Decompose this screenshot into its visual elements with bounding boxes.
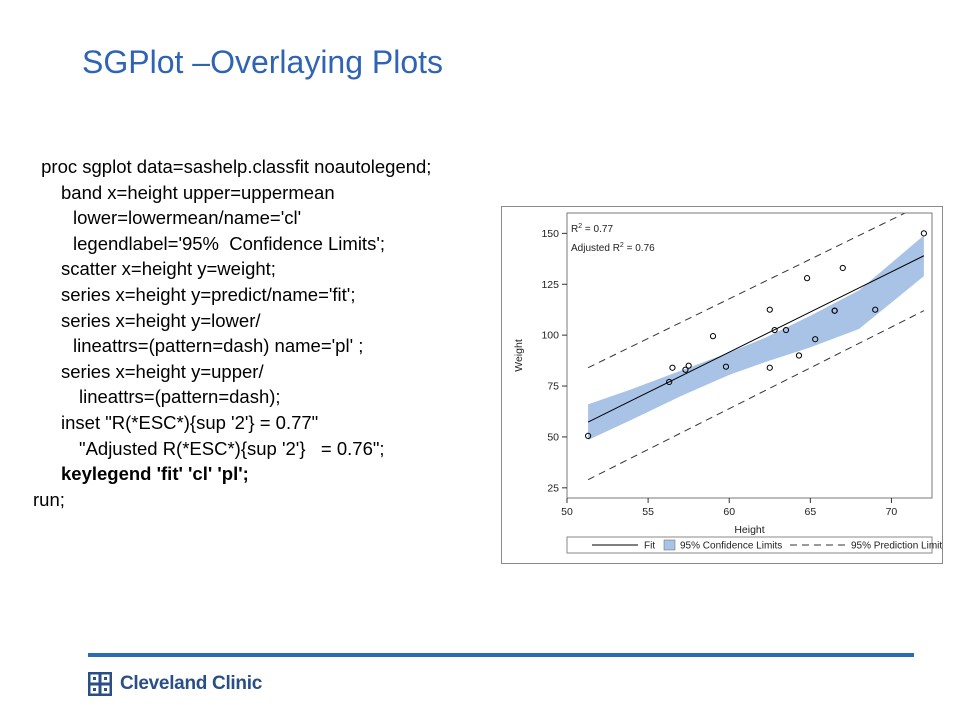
data-point bbox=[766, 306, 773, 313]
data-point bbox=[795, 352, 803, 359]
data-point bbox=[766, 364, 773, 371]
legend-cl-swatch bbox=[663, 539, 676, 551]
code-line: inset "R(*ESC*){sup '2'} = 0.77" bbox=[61, 412, 319, 433]
code-line: proc sgplot data=sashelp.classfit noauto… bbox=[36, 156, 432, 177]
inset-r2: R2 = 0.77 bbox=[571, 223, 613, 235]
y-axis-label: Weight bbox=[513, 339, 525, 372]
code-line: series x=height y=predict/name='fit'; bbox=[61, 284, 356, 305]
data-point bbox=[666, 378, 673, 386]
x-tick-label: 70 bbox=[886, 506, 898, 518]
code-line: run; bbox=[33, 488, 65, 510]
plot-panel: 50 55 60 65 70 25 50 75 100 125 150 Height Weight R2 … bbox=[501, 206, 947, 564]
confidence-band bbox=[588, 235, 924, 440]
code-line: band x=height upper=uppermean bbox=[61, 181, 335, 203]
footer-rule bbox=[88, 653, 914, 657]
y-tick-label: 75 bbox=[547, 381, 559, 393]
data-point bbox=[771, 326, 778, 334]
data-point bbox=[872, 306, 879, 313]
data-point bbox=[669, 364, 676, 371]
data-point bbox=[722, 363, 730, 370]
code-line: series x=height y=upper/ bbox=[61, 360, 264, 382]
y-tick-label: 125 bbox=[541, 279, 559, 291]
x-tick-label: 65 bbox=[804, 506, 816, 518]
data-point bbox=[920, 230, 927, 237]
data-point bbox=[709, 333, 717, 340]
data-point bbox=[782, 326, 790, 334]
code-line: scatter x=height y=weight; bbox=[61, 258, 276, 280]
plot-area bbox=[587, 213, 925, 481]
x-axis-label: Height bbox=[734, 524, 764, 536]
code-line: keylegend 'fit' 'cl' 'pl'; bbox=[61, 463, 249, 485]
data-point bbox=[682, 366, 689, 373]
y-tick-label: 150 bbox=[541, 228, 559, 240]
y-tick-label: 25 bbox=[547, 482, 559, 494]
scatter-chart: 50 55 60 65 70255075100125150HeightWeightR2 … bbox=[513, 212, 947, 554]
data-point bbox=[831, 307, 838, 314]
legend-box bbox=[566, 536, 933, 554]
data-point bbox=[584, 432, 592, 440]
y-tick-label: 50 bbox=[547, 431, 559, 443]
code-line: lineattrs=(pattern=dash); bbox=[79, 386, 281, 408]
code-line: lower=lowermean/name='cl' bbox=[73, 207, 302, 229]
data-point bbox=[812, 336, 819, 343]
cleveland-clinic-logo: Cleveland Clinic bbox=[88, 672, 262, 696]
y-tick-label: 100 bbox=[541, 330, 559, 342]
code-line: series x=height y=lower/ bbox=[61, 309, 261, 331]
legend-pl-label: 95% Prediction Limits bbox=[851, 541, 942, 552]
prediction-lower-line bbox=[587, 310, 925, 481]
logo-text: Cleveland Clinic bbox=[120, 673, 262, 694]
legend-cl-label: 95% Confidence Limits bbox=[680, 541, 782, 552]
data-point bbox=[839, 264, 846, 272]
code-line: "Adjusted R(*ESC*){sup '2'} = 0.76"; bbox=[79, 437, 385, 459]
cleveland-clinic-logo-icon bbox=[88, 672, 112, 696]
x-tick-label: 50 bbox=[561, 506, 573, 518]
x-tick-label: 60 bbox=[723, 506, 735, 518]
plot-frame bbox=[566, 212, 933, 499]
code-line: lineattrs=(pattern=dash) name='pl' ; bbox=[73, 335, 364, 357]
prediction-upper-line bbox=[587, 213, 907, 369]
code-line: legendlabel='95% Confidence Limits'; bbox=[73, 232, 385, 254]
slide-title: SGPlot –Overlaying Plots bbox=[82, 44, 444, 80]
fit-line bbox=[587, 255, 925, 423]
data-point bbox=[803, 275, 811, 282]
data-point bbox=[685, 362, 692, 369]
x-tick-label: 55 bbox=[642, 506, 654, 518]
legend-fit-label: Fit bbox=[644, 541, 655, 552]
inset-adjusted-r2: Adjusted R2 = 0.76 bbox=[571, 242, 655, 254]
